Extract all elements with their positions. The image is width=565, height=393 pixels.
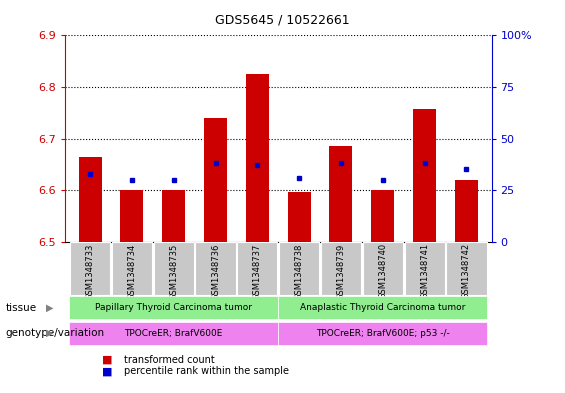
Text: genotype/variation: genotype/variation <box>6 328 105 338</box>
Text: Papillary Thyroid Carcinoma tumor: Papillary Thyroid Carcinoma tumor <box>95 303 252 312</box>
Text: GSM1348735: GSM1348735 <box>169 243 178 299</box>
Bar <box>120 190 144 242</box>
Bar <box>321 242 361 295</box>
Text: GSM1348739: GSM1348739 <box>337 243 345 299</box>
Text: ■: ■ <box>102 354 112 365</box>
Bar <box>413 109 436 242</box>
Text: transformed count: transformed count <box>124 354 215 365</box>
Text: GSM1348742: GSM1348742 <box>462 243 471 299</box>
Text: tissue: tissue <box>6 303 37 312</box>
Bar <box>162 190 185 242</box>
Text: GSM1348736: GSM1348736 <box>211 243 220 299</box>
Text: ▶: ▶ <box>46 303 54 312</box>
Text: GSM1348734: GSM1348734 <box>127 243 136 299</box>
Text: GSM1348741: GSM1348741 <box>420 243 429 299</box>
Text: GSM1348737: GSM1348737 <box>253 243 262 299</box>
Bar <box>246 74 269 242</box>
Text: GDS5645 / 10522661: GDS5645 / 10522661 <box>215 14 350 27</box>
Text: GSM1348733: GSM1348733 <box>85 243 94 299</box>
Bar <box>363 242 403 295</box>
Bar <box>154 242 194 295</box>
Text: GSM1348740: GSM1348740 <box>379 243 388 299</box>
Bar <box>70 242 110 295</box>
Bar <box>79 156 102 242</box>
Bar <box>446 242 486 295</box>
Text: ■: ■ <box>102 366 112 376</box>
Bar <box>112 242 152 295</box>
Text: TPOCreER; BrafV600E: TPOCreER; BrafV600E <box>124 329 223 338</box>
Text: TPOCreER; BrafV600E; p53 -/-: TPOCreER; BrafV600E; p53 -/- <box>316 329 450 338</box>
Text: ▶: ▶ <box>46 328 54 338</box>
Bar <box>279 242 319 295</box>
Bar <box>237 242 277 295</box>
Bar <box>455 180 478 242</box>
Bar <box>405 242 445 295</box>
Text: percentile rank within the sample: percentile rank within the sample <box>124 366 289 376</box>
Bar <box>279 296 488 319</box>
Bar <box>195 242 236 295</box>
Bar <box>329 146 353 242</box>
Bar <box>69 296 279 319</box>
Bar <box>288 192 311 242</box>
Bar <box>204 118 227 242</box>
Text: GSM1348738: GSM1348738 <box>295 243 303 299</box>
Bar <box>279 321 488 345</box>
Text: Anaplastic Thyroid Carcinoma tumor: Anaplastic Thyroid Carcinoma tumor <box>300 303 466 312</box>
Bar <box>371 190 394 242</box>
Bar <box>69 321 279 345</box>
